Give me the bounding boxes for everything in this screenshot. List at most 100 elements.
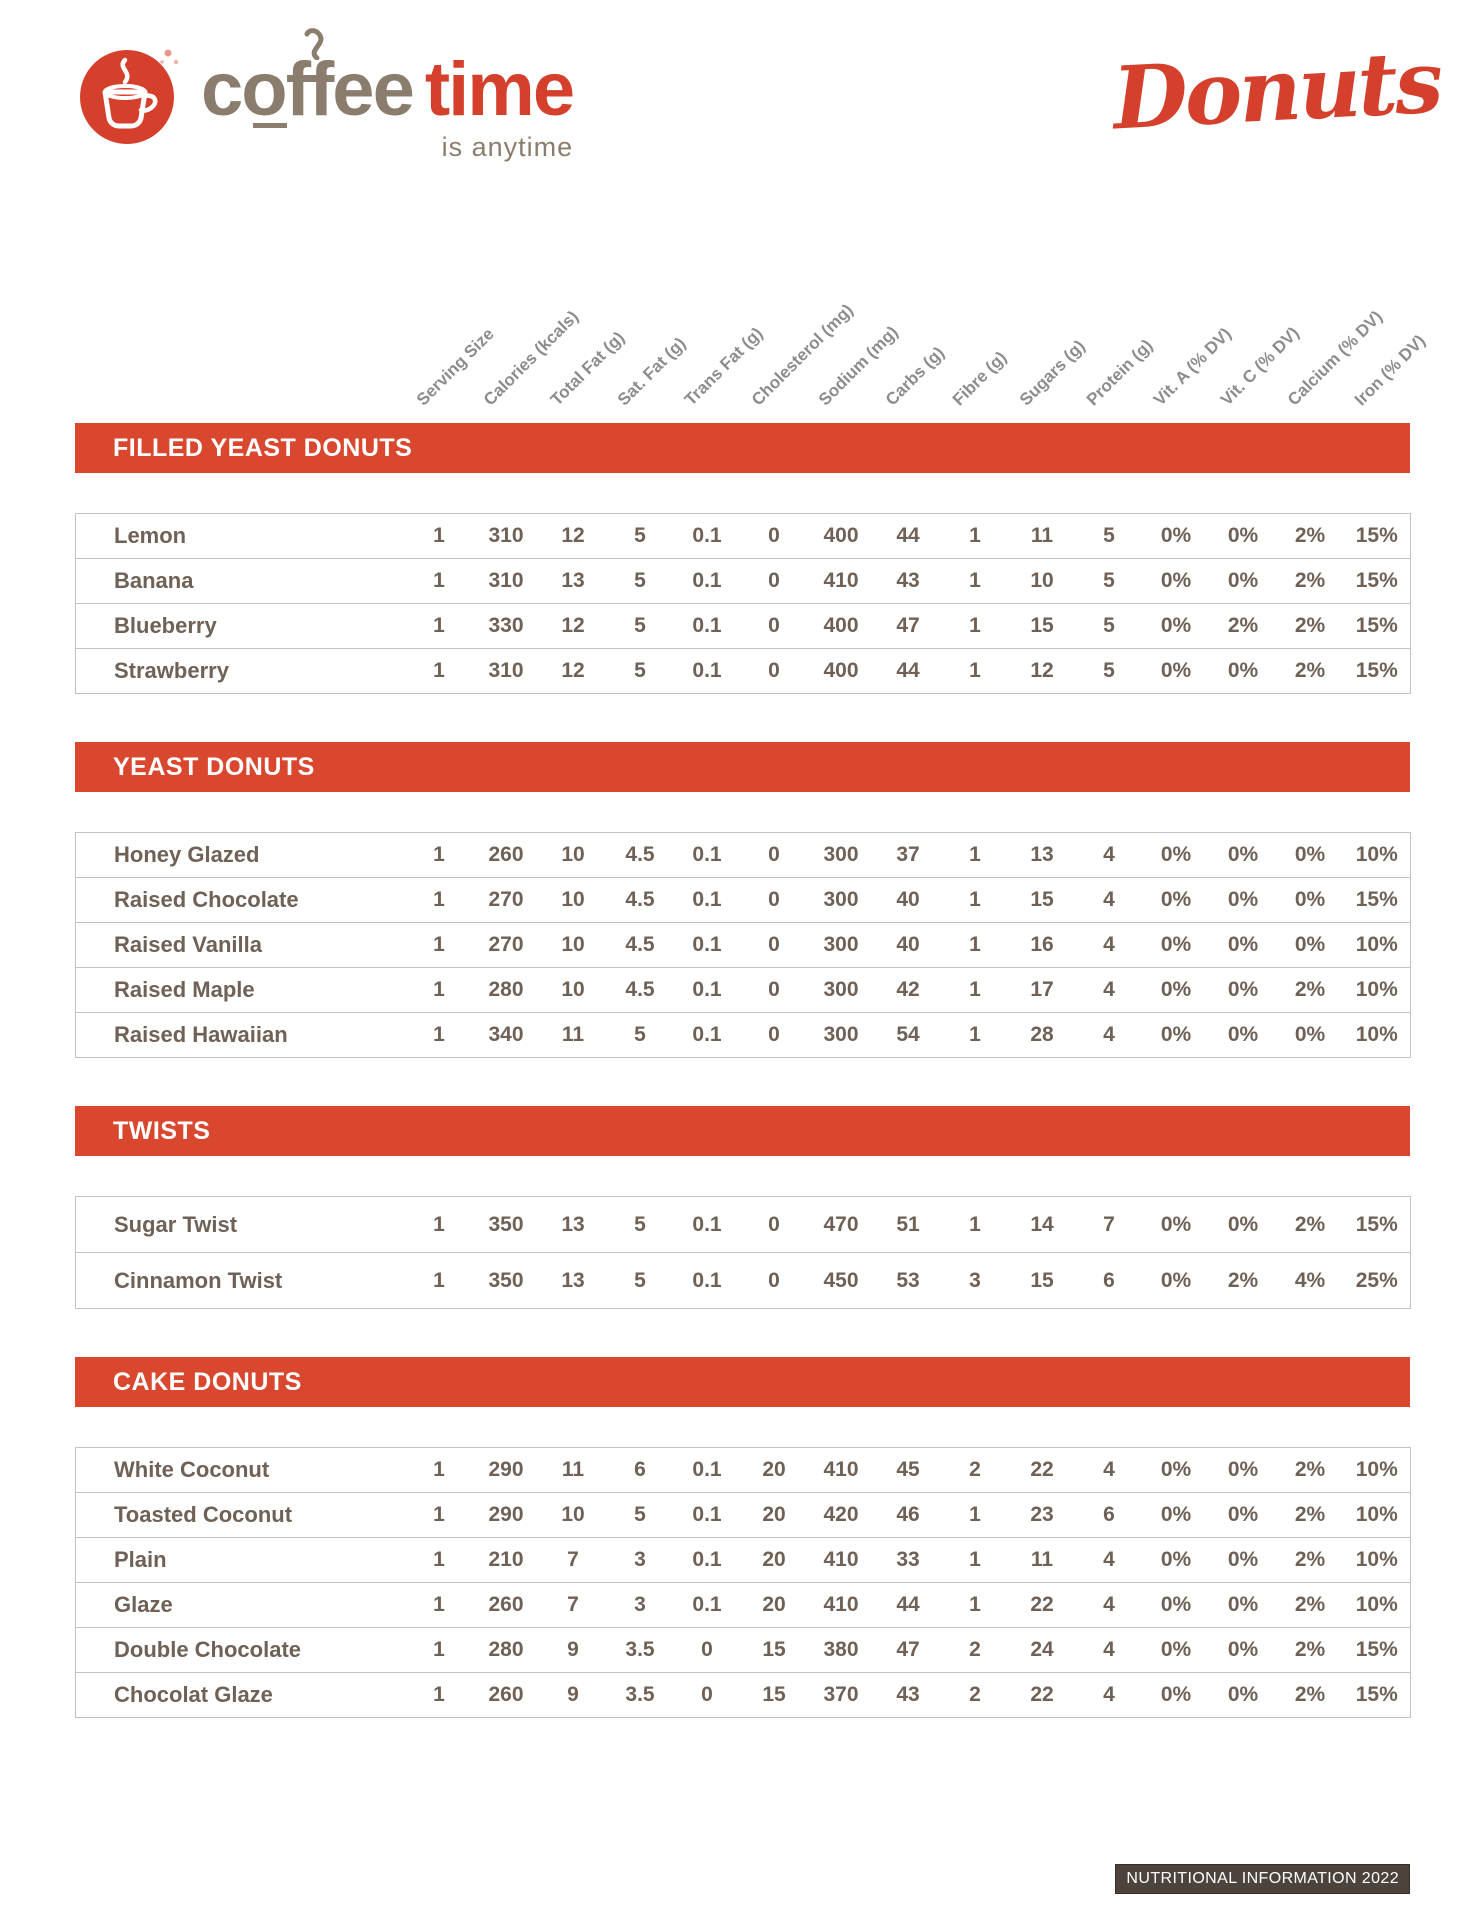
item-name: Cinnamon Twist <box>75 1252 406 1309</box>
nutrition-value: 5 <box>606 1252 674 1309</box>
nutrition-value: 0.1 <box>673 967 741 1013</box>
nutrition-value: 0 <box>740 603 808 649</box>
nutrition-value: 1 <box>405 922 473 968</box>
nutrition-value: 0 <box>740 1252 808 1309</box>
logo-underline-decoration <box>253 123 287 129</box>
nutrition-value: 0% <box>1142 1196 1210 1253</box>
nutrition-value: 5 <box>606 648 674 694</box>
nutrition-value: 0% <box>1209 1012 1277 1058</box>
nutrition-value: 12 <box>1008 648 1076 694</box>
table-row: Cinnamon Twist 1 350 13 5 0.1 0 450 53 3 15 6 0% 2% 4%… <box>75 1252 1411 1309</box>
nutrition-value: 4 <box>1075 967 1143 1013</box>
nutrition-value: 0% <box>1276 922 1344 968</box>
nutrition-value: 5 <box>606 1492 674 1538</box>
nutrition-value: 15 <box>740 1672 808 1718</box>
nutrition-value: 22 <box>1008 1582 1076 1628</box>
nutrition-value: 7 <box>1075 1196 1143 1253</box>
nutrition-value: 0 <box>740 558 808 604</box>
nutrition-value: 13 <box>539 558 607 604</box>
nutrition-value: 400 <box>807 648 875 694</box>
nutrition-value: 0% <box>1142 1252 1210 1309</box>
nutrition-value: 0.1 <box>673 832 741 878</box>
nutrition-value: 47 <box>874 1627 942 1673</box>
nutrition-value: 260 <box>472 832 540 878</box>
script-title: Donuts <box>1110 31 1443 150</box>
nutrition-value: 4 <box>1075 877 1143 923</box>
nutrition-value: 20 <box>740 1447 808 1493</box>
table-row: Toasted Coconut 1 290 10 5 0.1 20 420 46 1 23 6 0% 0%… <box>75 1492 1411 1538</box>
nutrition-value: 290 <box>472 1447 540 1493</box>
nutrition-value: 47 <box>874 603 942 649</box>
nutrition-value: 10% <box>1343 967 1411 1013</box>
nutrition-value: 2% <box>1276 648 1344 694</box>
section: YEAST DONUTS Honey Glazed 1 260 10 4.5 0.1 0 300… <box>75 742 1411 1058</box>
nutrition-value: 1 <box>405 1447 473 1493</box>
nutrition-value: 43 <box>874 1672 942 1718</box>
nutrition-value: 10% <box>1343 922 1411 968</box>
nutrition-value: 1 <box>405 1012 473 1058</box>
nutrition-value: 4 <box>1075 1537 1143 1583</box>
nutrition-value: 4 <box>1075 1627 1143 1673</box>
nutrition-value: 0 <box>740 648 808 694</box>
nutrition-value: 0% <box>1142 648 1210 694</box>
nutrition-value: 43 <box>874 558 942 604</box>
table-row: Lemon 1 310 12 5 0.1 0 400 44 1 11 5 0% 0% 2% 15% <box>75 513 1411 559</box>
nutrition-value: 4 <box>1075 1582 1143 1628</box>
nutrition-value: 0.1 <box>673 513 741 559</box>
nutrition-value: 0% <box>1142 558 1210 604</box>
nutrition-value: 1 <box>405 832 473 878</box>
section-title-bar: TWISTS <box>75 1106 1410 1156</box>
item-name: Lemon <box>75 513 406 559</box>
nutrition-value: 4 <box>1075 1672 1143 1718</box>
nutrition-value: 1 <box>405 513 473 559</box>
nutrition-value: 4.5 <box>606 922 674 968</box>
nutrition-value: 15% <box>1343 877 1411 923</box>
nutrition-value: 2% <box>1276 603 1344 649</box>
nutrition-value: 0% <box>1142 1537 1210 1583</box>
nutrition-value: 20 <box>740 1492 808 1538</box>
nutrition-value: 0% <box>1276 832 1344 878</box>
nutrition-value: 290 <box>472 1492 540 1538</box>
nutrition-value: 22 <box>1008 1672 1076 1718</box>
nutrition-value: 10 <box>1008 558 1076 604</box>
nutrition-value: 15 <box>740 1627 808 1673</box>
nutrition-value: 270 <box>472 877 540 923</box>
nutrition-value: 5 <box>606 603 674 649</box>
nutrition-value: 10 <box>539 877 607 923</box>
nutrition-value: 1 <box>941 832 1009 878</box>
nutrition-value: 2% <box>1209 603 1277 649</box>
nutrition-value: 15% <box>1343 513 1411 559</box>
table-row: Raised Chocolate 1 270 10 4.5 0.1 0 300 40 1 15 4 0%… <box>75 877 1411 923</box>
nutrition-value: 310 <box>472 558 540 604</box>
nutrition-value: 2% <box>1276 967 1344 1013</box>
nutrition-value: 280 <box>472 1627 540 1673</box>
section: FILLED YEAST DONUTS Lemon 1 310 12 5 0.1 0 400 44… <box>75 423 1411 694</box>
nutrition-value: 1 <box>941 603 1009 649</box>
item-name: Toasted Coconut <box>75 1492 406 1538</box>
nutrition-value: 0% <box>1142 1012 1210 1058</box>
nutrition-value: 5 <box>606 513 674 559</box>
nutrition-value: 0% <box>1209 832 1277 878</box>
nutrition-value: 410 <box>807 558 875 604</box>
nutrition-value: 15% <box>1343 1672 1411 1718</box>
nutrition-value: 410 <box>807 1447 875 1493</box>
item-name: White Coconut <box>75 1447 406 1493</box>
nutrition-value: 13 <box>539 1196 607 1253</box>
nutrition-value: 1 <box>941 513 1009 559</box>
nutrition-value: 2% <box>1276 558 1344 604</box>
column-header: Protein (g) <box>1082 335 1156 410</box>
nutrition-table: Sugar Twist 1 350 13 5 0.1 0 470 51 1 14 7 0% 0% 2% 15%… <box>75 1196 1411 1309</box>
nutrition-value: 12 <box>539 513 607 559</box>
nutrition-value: 370 <box>807 1672 875 1718</box>
nutrition-value: 380 <box>807 1627 875 1673</box>
nutrition-value: 11 <box>539 1447 607 1493</box>
nutrition-value: 11 <box>1008 1537 1076 1583</box>
nutrition-value: 1 <box>405 648 473 694</box>
nutrition-value: 340 <box>472 1012 540 1058</box>
nutrition-value: 3 <box>606 1537 674 1583</box>
nutrition-value: 0% <box>1209 1582 1277 1628</box>
nutrition-value: 11 <box>539 1012 607 1058</box>
nutrition-value: 5 <box>1075 603 1143 649</box>
item-name: Raised Hawaiian <box>75 1012 406 1058</box>
nutrition-value: 20 <box>740 1537 808 1583</box>
